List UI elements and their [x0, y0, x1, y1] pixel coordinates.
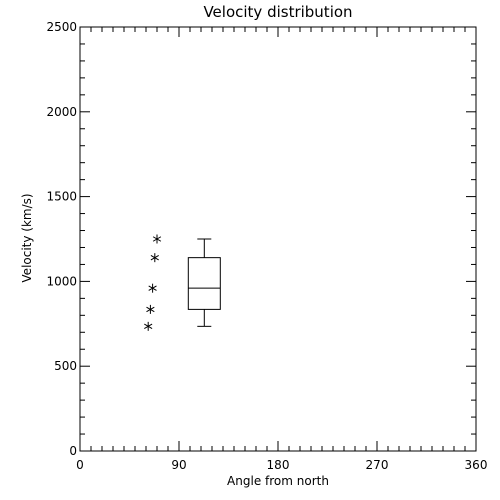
y-tick-label: 0	[69, 444, 77, 458]
plot-frame	[80, 27, 476, 451]
x-tick-label: 0	[76, 458, 84, 472]
x-tick-label: 360	[465, 458, 488, 472]
data-point	[147, 305, 155, 314]
chart-title: Velocity distribution	[203, 3, 352, 21]
y-tick-label: 1000	[46, 274, 77, 288]
y-tick-label: 500	[54, 359, 77, 373]
data-point	[144, 322, 152, 331]
y-tick-label: 2500	[46, 20, 77, 34]
plot-area: 0 90 180 270 360 0 500 1000 1500 2000 2500	[46, 20, 487, 472]
y-tick-label: 2000	[46, 105, 77, 119]
data-point	[153, 235, 161, 244]
y-tick-label: 1500	[46, 190, 77, 204]
y-axis-label: Velocity (km/s)	[20, 193, 34, 282]
data-point	[149, 284, 157, 293]
x-axis-label: Angle from north	[227, 474, 329, 488]
x-tick-label: 180	[267, 458, 290, 472]
data-point	[151, 253, 159, 262]
box-iqr	[188, 258, 220, 310]
x-tick-label: 90	[171, 458, 186, 472]
x-tick-label: 270	[366, 458, 389, 472]
